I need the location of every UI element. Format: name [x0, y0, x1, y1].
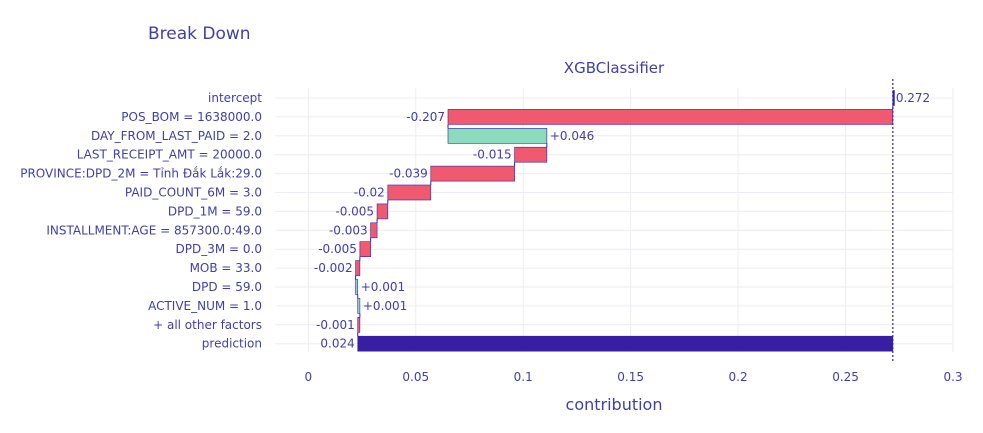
bar-label: -0.02	[354, 186, 385, 200]
bar-negative	[447, 109, 894, 125]
y-axis-label: MOB = 33.0	[190, 261, 262, 275]
bar-negative	[430, 165, 515, 182]
y-axis-label: DPD_1M = 59.0	[168, 204, 262, 218]
bar-positive	[447, 128, 548, 144]
y-axis-label: ACTIVE_NUM = 1.0	[148, 299, 262, 313]
bar-label: -0.003	[329, 223, 368, 237]
x-axis-ticks: 0 0.05 0.1 0.15 0.2 0.25 0.3	[304, 370, 962, 384]
bar-positive	[355, 279, 359, 295]
bar-intercept	[892, 90, 895, 106]
bar-negative	[357, 316, 361, 333]
bar-label: +0.001	[363, 299, 407, 313]
y-axis-label: PAID_COUNT_6M = 3.0	[125, 186, 262, 200]
x-tick-label: 0.3	[943, 370, 962, 384]
bar-label: 0.272	[896, 91, 930, 105]
bar-label: +0.046	[550, 129, 594, 143]
bar-label: -0.039	[389, 167, 428, 181]
x-tick-label: 0.2	[729, 370, 748, 384]
chart-title: Break Down	[148, 24, 251, 44]
bar-negative	[359, 241, 371, 257]
bar-prediction	[357, 335, 894, 352]
bar-negative	[514, 146, 548, 163]
y-axis-label: prediction	[202, 337, 262, 351]
bar-labels: 0.272 -0.207 +0.046 -0.015 -0.039 -0.02 -0.005…	[314, 91, 930, 351]
bar-label: -0.002	[314, 261, 353, 275]
bar-negative	[370, 222, 378, 239]
x-axis-label: contribution	[566, 395, 663, 414]
bar-negative	[376, 203, 389, 220]
bar-label: -0.001	[316, 318, 355, 332]
y-axis-label: DPD_3M = 0.0	[176, 242, 262, 256]
connector-lines	[355, 79, 894, 362]
bar-negative	[387, 184, 432, 201]
y-axis-label: DPD = 59.0	[192, 280, 262, 294]
y-axis-label: POS_BOM = 1638000.0	[121, 110, 262, 124]
bar-label: 0.024	[320, 337, 354, 351]
y-axis-label: PROVINCE:DPD_2M = Tỉnh Đắk Lắk:29.0	[20, 167, 262, 181]
bar-positive	[357, 298, 361, 314]
bar-label: -0.005	[318, 242, 357, 256]
y-axis-label: + all other factors	[153, 318, 262, 332]
bars	[355, 90, 895, 352]
y-axis-label: LAST_RECEIPT_AMT = 20000.0	[77, 148, 262, 162]
bar-label: -0.207	[406, 110, 445, 124]
bar-label: -0.005	[335, 204, 374, 218]
chart-subtitle: XGBClassifier	[564, 59, 665, 77]
y-axis-label: intercept	[208, 91, 262, 105]
bar-negative	[355, 260, 361, 276]
grid-lines	[275, 88, 954, 352]
x-tick-label: 0.15	[617, 370, 644, 384]
x-tick-label: 0.25	[832, 370, 859, 384]
y-axis-label: INSTALLMENT:AGE = 857300.0:49.0	[46, 223, 262, 237]
x-tick-label: 0	[304, 370, 312, 384]
y-axis-label: DAY_FROM_LAST_PAID = 2.0	[91, 129, 262, 143]
bar-label: +0.001	[361, 280, 405, 294]
y-axis-labels: intercept POS_BOM = 1638000.0 DAY_FROM_LAS…	[20, 91, 262, 351]
x-tick-label: 0.1	[514, 370, 533, 384]
x-tick-label: 0.05	[402, 370, 429, 384]
bar-label: -0.015	[473, 148, 512, 162]
